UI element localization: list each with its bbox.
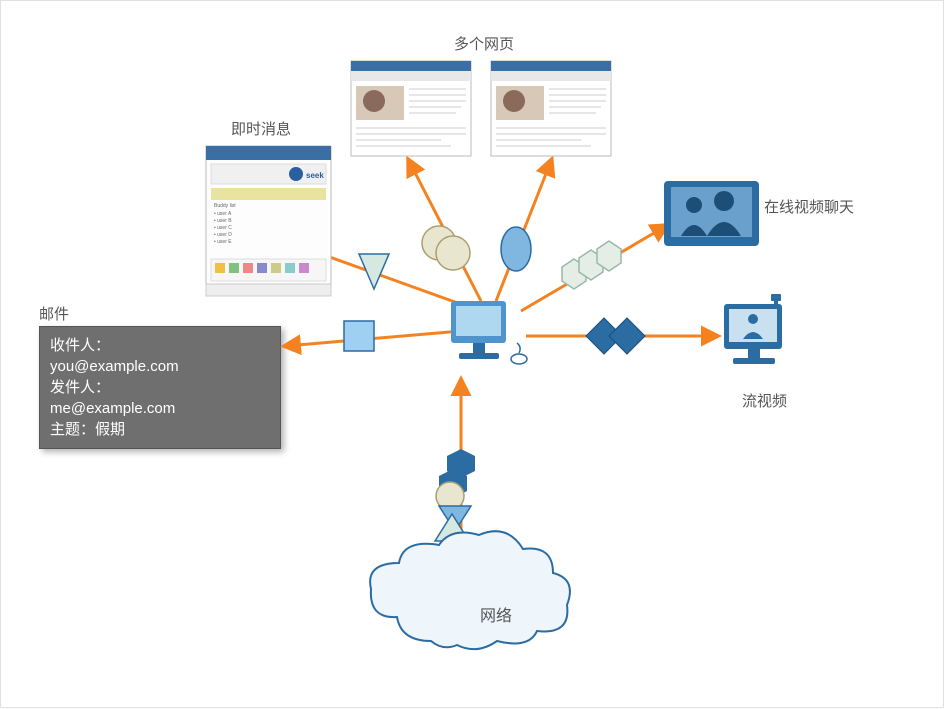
packet-oval [501,227,531,271]
webpage1-icon [351,61,471,156]
svg-text:• user C: • user C [214,225,232,231]
network-cloud-icon: 网络 [370,531,570,649]
packet-triangle [359,254,389,289]
svg-text:seek: seek [306,171,324,180]
svg-text:• user D: • user D [214,232,232,238]
label-network: 网络 [480,606,512,625]
diagram-canvas: 多个网页 即时消息 邮件 在线视频聊天 流视频 收件人： you@example… [0,0,944,708]
packet-square [344,321,374,351]
svg-text:• user A: • user A [214,211,232,217]
packet-stack [435,449,475,541]
diagram-svg: seek Buddy list • user A • user B • user… [1,1,944,709]
svg-text:Buddy list: Buddy list [214,203,236,209]
arrows-group [286,161,716,564]
packet-hexes [562,241,621,289]
svg-text:• user B: • user B [214,218,232,224]
stream-pc-icon [724,294,782,364]
packet-circles [422,226,470,270]
packet-diamonds [586,318,645,354]
center-pc-icon [451,301,527,364]
video-chat-icon [664,181,759,246]
svg-text:• user E: • user E [214,239,232,245]
webpage2-icon [491,61,611,156]
im-window-icon: seek Buddy list • user A • user B • user… [206,146,331,296]
